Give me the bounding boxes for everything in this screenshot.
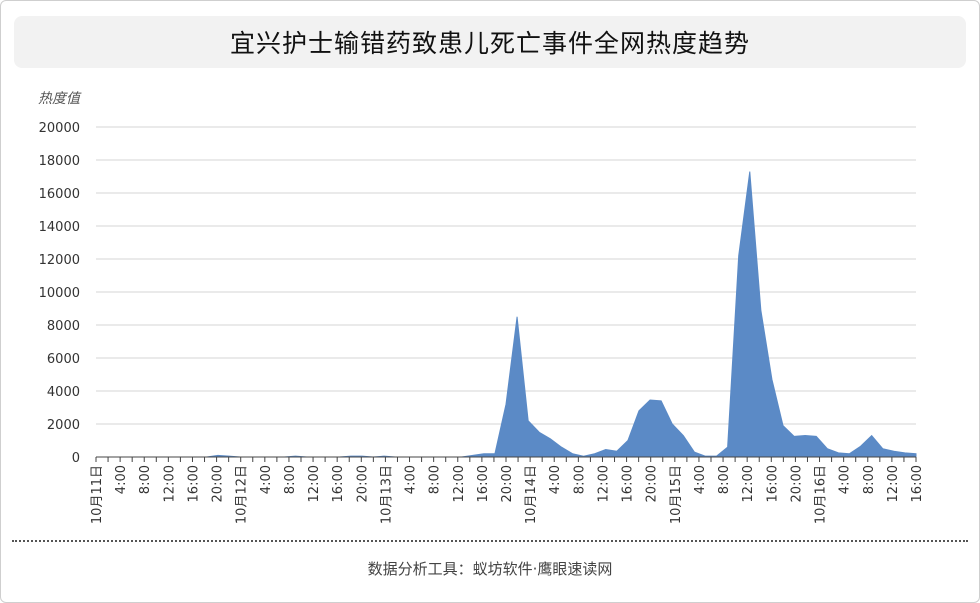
x-tick-label: 10月12日 (235, 465, 250, 524)
y-tick-label: 20000 (39, 121, 80, 136)
x-tick-label: 4:00 (693, 465, 708, 494)
x-tick-label: 16:00 (476, 465, 491, 502)
x-tick-label: 12:00 (886, 465, 901, 502)
x-tick-label: 20:00 (211, 465, 226, 502)
y-tick-label: 10000 (39, 286, 80, 301)
x-tick-label: 16:00 (331, 465, 346, 502)
x-tick-label: 20:00 (645, 465, 660, 502)
x-tick-label: 12:00 (162, 465, 177, 502)
area-series-shape (96, 171, 917, 458)
x-tick-label: 10月16日 (814, 465, 829, 524)
y-tick-label: 18000 (39, 154, 80, 169)
x-tick-label: 4:00 (259, 465, 274, 494)
x-tick-label: 10月11日 (90, 465, 105, 524)
x-tick-label: 16:00 (186, 465, 201, 502)
x-tick-label: 12:00 (596, 465, 611, 502)
x-tick-label: 16:00 (765, 465, 780, 502)
x-tick-label: 8:00 (572, 465, 587, 494)
chart-title: 宜兴护士输错药致患儿死亡事件全网热度趋势 (229, 29, 750, 58)
y-tick-label: 16000 (39, 187, 80, 202)
x-tick-label: 4:00 (548, 465, 563, 494)
data-source: 数据分析工具：蚁坊软件·鹰眼速读网 (367, 560, 613, 578)
x-tick-label: 20:00 (789, 465, 804, 502)
y-tick-label: 0 (72, 451, 80, 466)
x-tick-label: 8:00 (283, 465, 298, 494)
x-tick-label: 4:00 (114, 465, 129, 494)
x-tick-label: 20:00 (355, 465, 370, 502)
y-tick-label: 12000 (39, 253, 80, 268)
gridlines (96, 126, 916, 425)
x-tick-label: 12:00 (741, 465, 756, 502)
x-tick-label: 10月13日 (379, 465, 394, 524)
x-tick-label: 12:00 (452, 465, 467, 502)
x-axis: 10月11日 4:00 8:00 12:00 16:00 20:00 10月12日 4:00 8… (90, 456, 925, 524)
y-tick-label: 2000 (47, 418, 80, 433)
y-tick-label: 8000 (47, 319, 80, 334)
x-tick-label: 8:00 (428, 465, 443, 494)
y-tick-label: 6000 (47, 352, 80, 367)
x-tick-label: 12:00 (307, 465, 322, 502)
y-axis-label: 热度值 (38, 91, 80, 107)
area-series (96, 171, 917, 458)
title-bar: 宜兴护士输错药致患儿死亡事件全网热度趋势 (14, 16, 966, 68)
area-chart: 0 2000 4000 6000 8000 10000 12000 14000 16000 180… (39, 121, 925, 524)
footer-separator (12, 540, 968, 542)
y-tick-label: 14000 (39, 220, 80, 235)
x-tick-label: 8:00 (138, 465, 153, 494)
x-tick-label: 16:00 (621, 465, 636, 502)
x-tick-label: 8:00 (717, 465, 732, 494)
y-axis-ticks: 0 2000 4000 6000 8000 10000 12000 14000 16000 180… (39, 121, 80, 466)
x-tick-label: 8:00 (862, 465, 877, 494)
x-tick-label: 16:00 (910, 465, 925, 502)
x-tick-label: 4:00 (404, 465, 419, 494)
x-tick-label: 20:00 (500, 465, 515, 502)
x-tick-label: 10月14日 (524, 465, 539, 524)
x-tick-label: 10月15日 (669, 465, 684, 524)
y-tick-label: 4000 (47, 385, 80, 400)
x-tick-label: 4:00 (838, 465, 853, 494)
